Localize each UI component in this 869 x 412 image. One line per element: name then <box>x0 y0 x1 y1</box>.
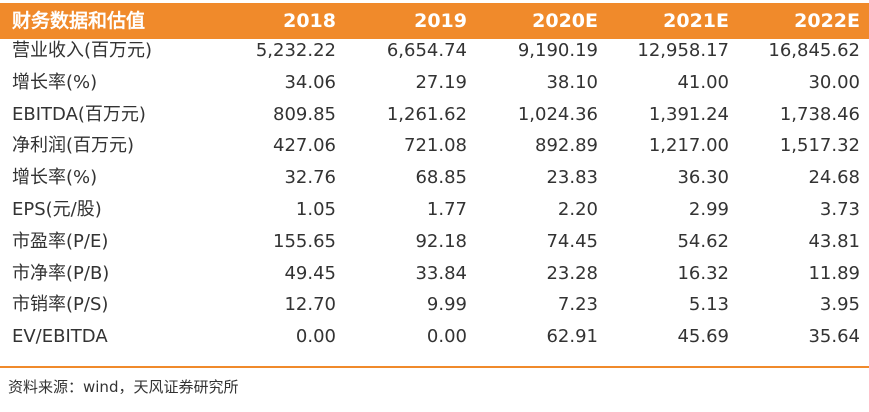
row-label: EBITDA(百万元) <box>12 103 146 125</box>
value-cell: 32.76 <box>284 167 336 189</box>
value-cell: 23.28 <box>546 262 598 284</box>
value-cell: 36.30 <box>677 167 729 189</box>
value-cell: 62.91 <box>546 326 598 348</box>
value-cell: 9,190.19 <box>517 40 598 61</box>
value-cell: 16.32 <box>677 262 729 284</box>
value-cell: 427.06 <box>273 135 336 157</box>
value-cell: 33.84 <box>415 262 467 284</box>
row-label: 增长率(%) <box>12 71 98 93</box>
value-cell: 0.00 <box>426 326 467 348</box>
header-cell: 财务数据和估值 <box>12 10 146 32</box>
value-cell: 68.85 <box>415 167 467 189</box>
value-cell: 30.00 <box>808 71 860 93</box>
value-cell: 3.95 <box>819 294 860 316</box>
row-label: 净利润(百万元) <box>12 135 135 157</box>
value-cell: 5.13 <box>688 294 729 316</box>
row-label: EV/EBITDA <box>12 326 108 348</box>
row-label: 营业收入(百万元) <box>12 40 153 61</box>
header-cell: 2020E <box>532 10 598 32</box>
value-cell: 1.77 <box>426 199 467 220</box>
row-label: 市盈率(P/E) <box>12 230 109 252</box>
value-cell: 43.81 <box>808 230 860 252</box>
row-label: 市净率(P/B) <box>12 262 110 284</box>
header-cell: 2022E <box>794 10 860 32</box>
value-cell: 34.06 <box>284 71 336 93</box>
value-cell: 2.99 <box>688 199 729 220</box>
value-cell: 155.65 <box>273 230 336 252</box>
value-cell: 54.62 <box>677 230 729 252</box>
header-cell: 2021E <box>663 10 729 32</box>
value-cell: 41.00 <box>677 71 729 93</box>
value-cell: 49.45 <box>284 262 336 284</box>
value-cell: 23.83 <box>546 167 598 189</box>
value-cell: 45.69 <box>677 326 729 348</box>
value-cell: 1,261.62 <box>386 103 467 125</box>
value-cell: 1,391.24 <box>648 103 729 125</box>
value-cell: 721.08 <box>404 135 467 157</box>
row-label: EPS(元/股) <box>12 199 102 220</box>
value-cell: 3.73 <box>819 199 860 220</box>
value-cell: 1,738.46 <box>779 103 860 125</box>
header-cell: 2019 <box>414 10 467 32</box>
value-cell: 5,232.22 <box>255 40 336 61</box>
value-cell: 16,845.62 <box>768 40 860 61</box>
header-cell: 2018 <box>283 10 336 32</box>
value-cell: 2.20 <box>557 199 598 220</box>
value-cell: 1,517.32 <box>779 135 860 157</box>
value-cell: 6,654.74 <box>386 40 467 61</box>
source-note: 资料来源：wind，天风证券研究所 <box>8 378 239 396</box>
value-cell: 12,958.17 <box>637 40 729 61</box>
value-cell: 0.00 <box>295 326 336 348</box>
row-label: 市销率(P/S) <box>12 294 109 316</box>
value-cell: 1,217.00 <box>648 135 729 157</box>
value-cell: 7.23 <box>557 294 598 316</box>
value-cell: 809.85 <box>273 103 336 125</box>
value-cell: 1,024.36 <box>517 103 598 125</box>
header-band <box>0 3 869 39</box>
value-cell: 892.89 <box>535 135 598 157</box>
value-cell: 38.10 <box>546 71 598 93</box>
value-cell: 24.68 <box>808 167 860 189</box>
bottom-rule <box>0 366 869 368</box>
value-cell: 1.05 <box>295 199 336 220</box>
value-cell: 12.70 <box>284 294 336 316</box>
value-cell: 74.45 <box>546 230 598 252</box>
value-cell: 27.19 <box>415 71 467 93</box>
value-cell: 92.18 <box>415 230 467 252</box>
value-cell: 35.64 <box>808 326 860 348</box>
row-label: 增长率(%) <box>12 167 98 189</box>
value-cell: 9.99 <box>426 294 467 316</box>
value-cell: 11.89 <box>808 262 860 284</box>
